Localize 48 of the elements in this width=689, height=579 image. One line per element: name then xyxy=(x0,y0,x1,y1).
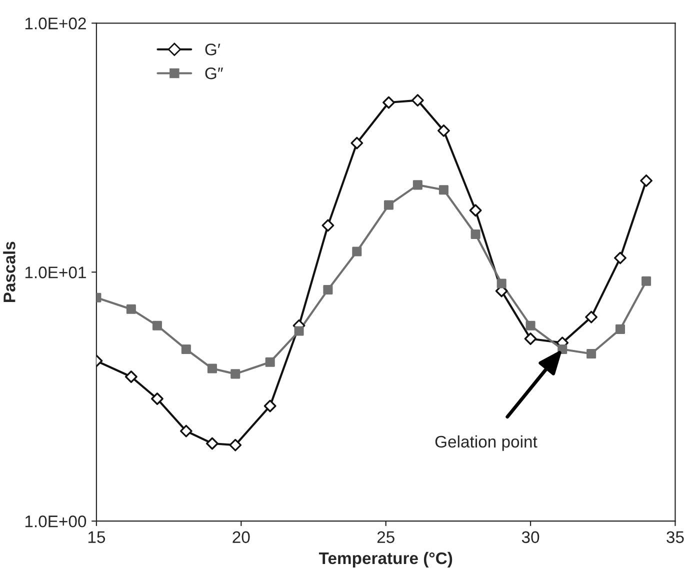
point xyxy=(207,364,217,374)
y-tick-label: 1.0E+01 xyxy=(25,266,86,278)
point xyxy=(323,284,333,294)
point xyxy=(264,400,276,412)
x-tick-label: 30 xyxy=(522,531,540,544)
point xyxy=(615,324,625,334)
y-tick-label: 1.0E+02 xyxy=(25,18,86,30)
point xyxy=(412,180,422,190)
point xyxy=(352,246,362,256)
point xyxy=(524,332,537,345)
x-axis-title: Temperature (°C) xyxy=(318,552,452,568)
point xyxy=(382,96,395,109)
legend-label: G′ xyxy=(205,44,220,56)
point xyxy=(265,357,275,367)
y-tick-label: 1.0E+00 xyxy=(25,516,86,528)
x-tick-label: 35 xyxy=(666,531,684,544)
x-tick-label: 25 xyxy=(377,531,394,544)
point xyxy=(470,229,480,239)
point xyxy=(438,185,448,195)
point xyxy=(640,174,652,187)
point xyxy=(585,310,598,324)
annotation: Gelation point xyxy=(435,435,538,451)
point xyxy=(151,392,164,405)
point xyxy=(411,94,424,107)
x-tick-label: 15 xyxy=(88,531,106,544)
point xyxy=(322,219,334,232)
point xyxy=(614,252,626,264)
point xyxy=(526,320,536,330)
point xyxy=(438,124,450,137)
point xyxy=(152,320,162,330)
point xyxy=(230,369,240,379)
point xyxy=(558,344,568,354)
point xyxy=(180,424,192,438)
point xyxy=(206,437,218,450)
y-axis-title: Pascals xyxy=(3,242,16,302)
point xyxy=(126,304,136,314)
point xyxy=(229,438,242,452)
point xyxy=(384,200,394,210)
x-tick-label: 20 xyxy=(232,531,250,544)
point xyxy=(469,204,482,217)
point xyxy=(642,276,652,286)
point xyxy=(124,370,138,383)
point xyxy=(586,349,596,359)
point xyxy=(350,136,364,150)
point xyxy=(294,326,304,336)
point xyxy=(181,344,191,354)
point xyxy=(496,278,506,288)
legend-label: G″ xyxy=(205,67,223,80)
